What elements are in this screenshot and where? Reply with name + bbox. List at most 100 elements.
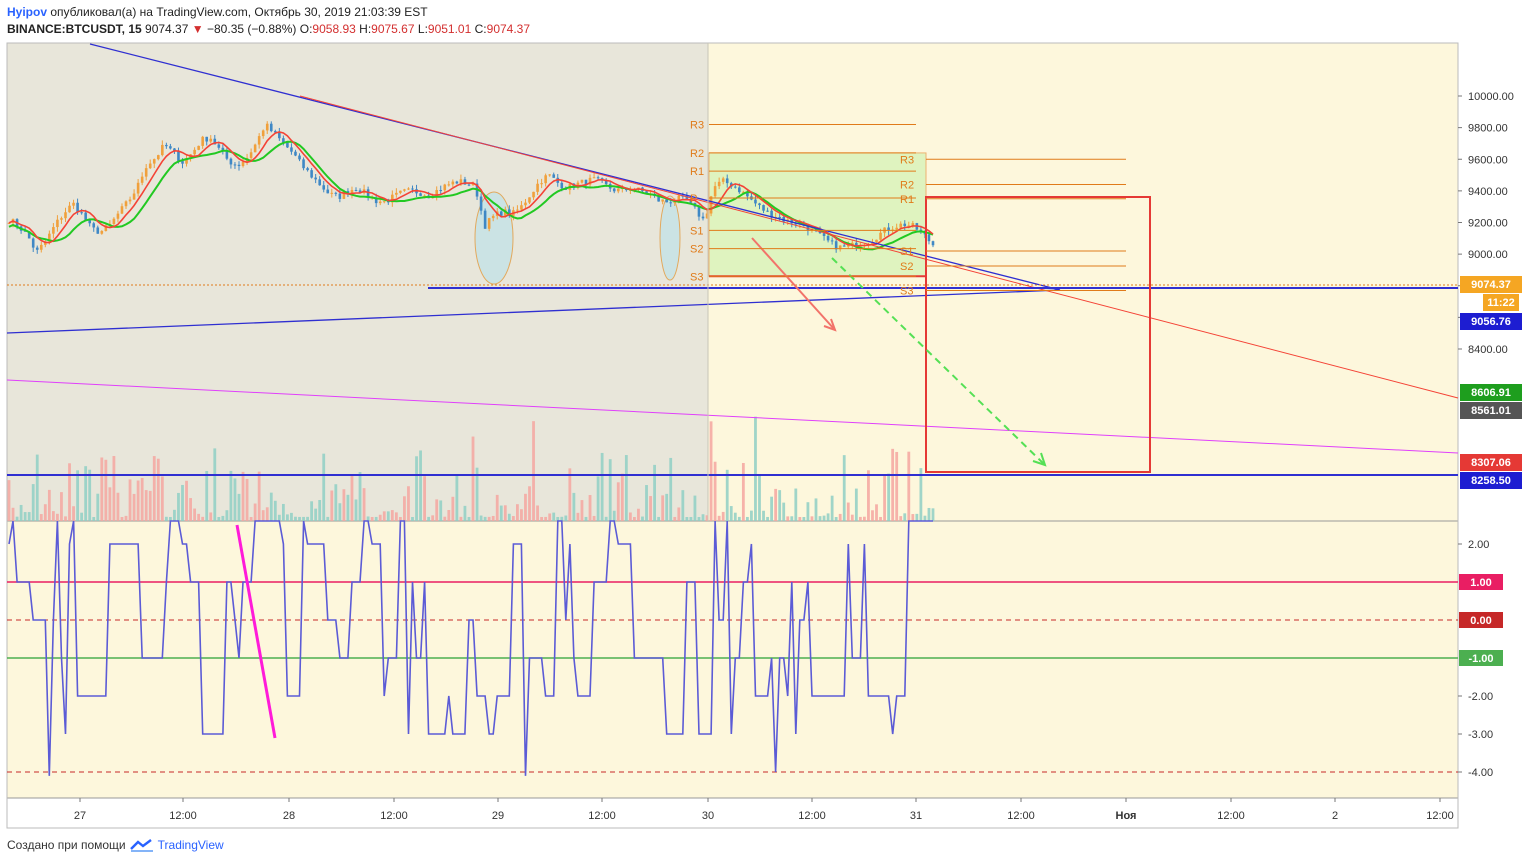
volume-bar: [217, 516, 221, 521]
candle-body: [709, 196, 713, 214]
pivot-label-left: R1: [690, 166, 704, 178]
candle-body: [136, 182, 140, 194]
candle-body: [483, 210, 487, 229]
candle-body: [616, 188, 620, 192]
volume-bar: [435, 499, 439, 521]
candle-body: [128, 199, 132, 202]
candle-body: [205, 136, 209, 142]
candle-body: [467, 184, 471, 186]
volume-bar: [390, 510, 394, 521]
candle-body: [762, 205, 765, 211]
trendline-magenta: [6, 379, 1459, 454]
volume-bar: [645, 485, 648, 521]
close-value: 9074.37: [486, 22, 531, 36]
candle-body: [584, 179, 588, 185]
volume-bar: [281, 503, 285, 521]
candle-body: [290, 147, 293, 152]
volume-bar: [144, 490, 148, 521]
volume-bar: [681, 490, 685, 521]
candle-body: [455, 181, 459, 184]
volume-bar: [520, 509, 523, 521]
volume-bar: [871, 510, 874, 521]
volume-bar: [96, 493, 100, 521]
candle-body: [76, 202, 79, 213]
footer-brand[interactable]: TradingView: [157, 838, 224, 852]
candle-body: [851, 242, 854, 246]
volume-bar: [346, 494, 350, 521]
symbol-info: BINANCE:BTCUSDT, 15 9074.37 ▼ −80.35 (−0…: [7, 22, 530, 36]
last-price: 9074.37: [145, 22, 189, 36]
volume-bar: [802, 516, 806, 521]
candle-body: [871, 241, 874, 245]
time-axis-area: [7, 798, 1458, 828]
volume-bar: [741, 462, 745, 521]
volume-bar: [745, 516, 749, 521]
volume-bar: [766, 516, 769, 521]
candle-body: [48, 233, 51, 242]
candle-body: [31, 238, 35, 248]
volume-bar: [653, 464, 656, 521]
candle-body: [794, 223, 798, 225]
volume-bar: [31, 484, 35, 521]
candle-body: [253, 144, 257, 153]
candle-body: [830, 240, 834, 242]
volume-bar: [314, 508, 318, 521]
candle-body: [257, 136, 261, 145]
volume-bar: [637, 508, 640, 521]
volume-bar: [326, 516, 330, 521]
volume-bar: [439, 500, 443, 521]
volume-bar: [19, 504, 23, 521]
volume-bar: [168, 516, 172, 521]
candle-body: [451, 181, 455, 185]
osc-y-tick-label: -3.00: [1468, 729, 1493, 741]
candle-body: [334, 192, 338, 194]
volume-bar: [548, 513, 552, 521]
volume-bar: [411, 516, 414, 521]
osc-y-tick-label: 2.00: [1468, 539, 1489, 551]
volume-bar: [725, 469, 729, 521]
volume-bar: [378, 514, 382, 521]
candle-body: [338, 193, 342, 199]
volume-bar: [394, 512, 398, 521]
volume-bar: [265, 507, 269, 521]
volume-bar: [588, 495, 592, 521]
volume-bar: [88, 469, 92, 521]
volume-bar: [100, 457, 104, 521]
x-tick-label: 30: [702, 810, 714, 822]
price-tag-label: 8258.50: [1471, 475, 1511, 487]
publish-info: Hyipov опубликовал(а) на TradingView.com…: [7, 5, 428, 19]
volume-bar: [338, 503, 342, 521]
volume-bar: [415, 456, 418, 521]
candle-body: [733, 186, 737, 188]
volume-bar: [43, 504, 47, 521]
trendline-red: [299, 95, 1459, 399]
volume-bar: [758, 475, 761, 521]
volume-bar: [104, 459, 108, 521]
volume-bar: [80, 512, 84, 521]
candle-body: [855, 242, 858, 248]
candle-body: [88, 220, 91, 224]
volume-bar: [879, 516, 882, 521]
volume-bar: [350, 474, 354, 521]
volume-bar: [806, 502, 810, 521]
volume-bar: [491, 515, 495, 521]
price-change: −80.35 (−0.88%): [207, 22, 297, 36]
candle-body: [330, 192, 334, 194]
candle-body: [447, 184, 451, 186]
candle-body: [846, 245, 850, 247]
volume-bar: [544, 516, 548, 521]
author-name[interactable]: Hyipov: [7, 5, 48, 19]
volume-bar: [863, 516, 866, 521]
volume-bar: [173, 509, 176, 521]
candle-body: [132, 193, 136, 200]
volume-bar: [51, 511, 55, 521]
volume-bar: [818, 516, 822, 521]
volume-bar: [620, 473, 624, 521]
candle-body: [286, 142, 289, 148]
volume-bar: [471, 436, 475, 521]
volume-bar: [536, 505, 539, 521]
candle-body: [927, 234, 931, 242]
candle-body: [560, 182, 564, 189]
candle-body: [225, 150, 229, 159]
